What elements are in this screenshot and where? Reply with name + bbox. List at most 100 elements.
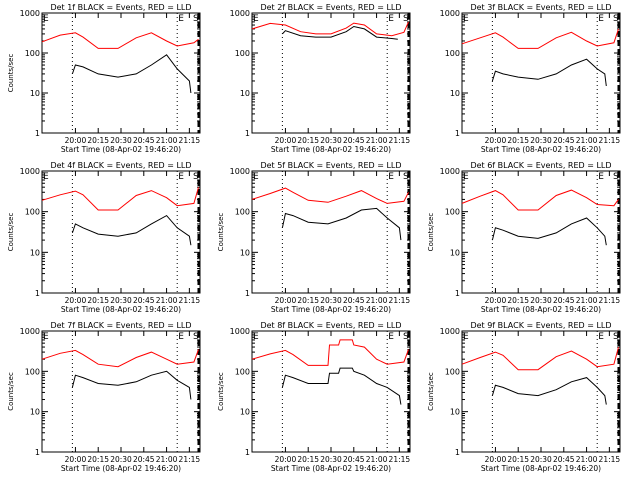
x-axis-label: Start Time (08-Apr-02 19:46:20) [61,145,181,154]
chart-panel-5: Det 5f BLACK = Events, RED = LLD 1 10 100 10… [217,161,411,305]
chart-panel-3: Det 3f BLACK = Events, RED = LLD 1 10 100 10… [440,3,621,145]
x-tick-label: 20:30 [110,136,132,145]
x-axis-label: Start Time (08-Apr-02 19:46:20) [271,464,391,473]
marker-label: S [403,14,409,24]
marker-label: E [253,172,259,182]
x-tick-label: 21:00 [156,136,178,145]
marker-label: E [43,172,49,182]
plot-frame [41,12,201,134]
x-tick-label: 20:45 [133,455,155,464]
x-tick-label: 21:15 [179,296,201,305]
x-tick-label: 21:00 [576,136,598,145]
y-tick-label: 1000 [20,167,40,176]
chart-title: Det 3f BLACK = Events, RED = LLD [470,3,611,12]
x-tick-label: 20:45 [553,296,575,305]
marker-label: E [178,172,184,182]
x-tick-label: 20:00 [485,455,507,464]
x-tick-label: 20:00 [485,296,507,305]
y-tick-label: 1 [35,448,40,457]
plot-frame [41,330,201,453]
y-tick-label: 1 [245,129,250,138]
series-line-events [491,58,607,87]
series-line-lld [461,189,619,211]
y-tick-label: 10 [30,408,40,417]
y-tick-label: 1000 [230,9,250,18]
chart-title: Det 5f BLACK = Events, RED = LLD [260,161,401,170]
x-tick-label: 20:15 [297,136,319,145]
y-tick-label: 100 [25,367,40,376]
y-tick-label: 100 [445,367,460,376]
y-tick-label: 100 [25,49,40,58]
plot-frame [251,330,411,453]
series-line-lld [251,187,409,204]
x-axis-label: Start Time (08-Apr-02 19:46:20) [481,305,601,314]
x-tick-label: 21:15 [179,455,201,464]
y-tick-label: 1 [455,289,460,298]
x-axis-label: Start Time (08-Apr-02 19:46:20) [271,305,391,314]
x-tick-label: 20:00 [65,296,87,305]
y-tick-label: 10 [30,89,40,98]
marker-label: E [178,14,184,24]
x-tick-label: 20:00 [65,455,87,464]
x-tick-label: 21:00 [576,296,598,305]
x-tick-label: 20:00 [275,296,297,305]
series-line-events [71,54,192,94]
y-tick-label: 100 [445,208,460,217]
x-tick-label: 21:15 [389,455,411,464]
y-tick-label: 10 [240,89,250,98]
y-tick-label: 10 [30,248,40,257]
marker-label: E [253,14,259,24]
y-tick-label: 1 [35,129,40,138]
series-line-lld [251,339,409,366]
chart-panel-7: Det 7f BLACK = Events, RED = LLD 1 10 100 10… [7,321,201,464]
y-tick-label: 10 [240,408,250,417]
y-tick-label: 1000 [20,327,40,336]
y-tick-label: 100 [235,208,250,217]
marker-label: E [598,172,604,182]
marker-label: S [193,332,199,342]
y-tick-label: 1 [455,129,460,138]
x-tick-label: 20:30 [320,455,342,464]
y-tick-label: 1 [245,289,250,298]
x-tick-label: 20:00 [65,136,87,145]
x-tick-label: 20:15 [297,296,319,305]
x-tick-label: 21:15 [599,296,621,305]
chart-title: Det 6f BLACK = Events, RED = LLD [470,161,611,170]
chart-panel-9: Det 9f BLACK = Events, RED = LLD 1 10 100 10… [427,321,621,464]
x-tick-label: 20:45 [553,455,575,464]
series-line-events [282,25,398,40]
x-tick-label: 20:45 [553,136,575,145]
chart-title: Det 8f BLACK = Events, RED = LLD [260,321,401,330]
x-tick-label: 21:15 [599,136,621,145]
chart-title: Det 1f BLACK = Events, RED = LLD [50,3,191,12]
x-axis-label: Start Time (08-Apr-02 19:46:20) [61,464,181,473]
marker-label: E [253,332,259,342]
x-tick-label: 21:00 [366,455,388,464]
marker-label: S [613,172,619,182]
y-tick-label: 100 [235,367,250,376]
series-line-events [71,370,192,400]
marker-label: E [598,14,604,24]
chart-title: Det 2f BLACK = Events, RED = LLD [260,3,401,12]
series-line-lld [251,21,409,37]
x-tick-label: 20:30 [530,455,552,464]
x-tick-label: 21:15 [179,136,201,145]
y-axis-label: Counts/sec [7,213,15,252]
marker-label: E [463,172,469,182]
chart-panel-1: Det 1f BLACK = Events, RED = LLD 1 10 100 10… [7,3,201,145]
marker-label: S [403,172,409,182]
series-line-events [491,377,607,405]
y-tick-label: 10 [450,248,460,257]
chart-title: Det 7f BLACK = Events, RED = LLD [50,321,191,330]
x-tick-label: 20:45 [343,296,365,305]
x-tick-label: 20:00 [275,455,297,464]
y-tick-label: 1 [455,448,460,457]
x-tick-label: 20:30 [530,136,552,145]
x-tick-label: 20:30 [110,296,132,305]
marker-label: S [613,332,619,342]
x-tick-label: 20:15 [87,136,109,145]
y-tick-label: 1000 [230,167,250,176]
y-axis-label: Counts/sec [427,213,435,252]
y-tick-label: 1000 [440,167,460,176]
y-tick-label: 100 [445,49,460,58]
